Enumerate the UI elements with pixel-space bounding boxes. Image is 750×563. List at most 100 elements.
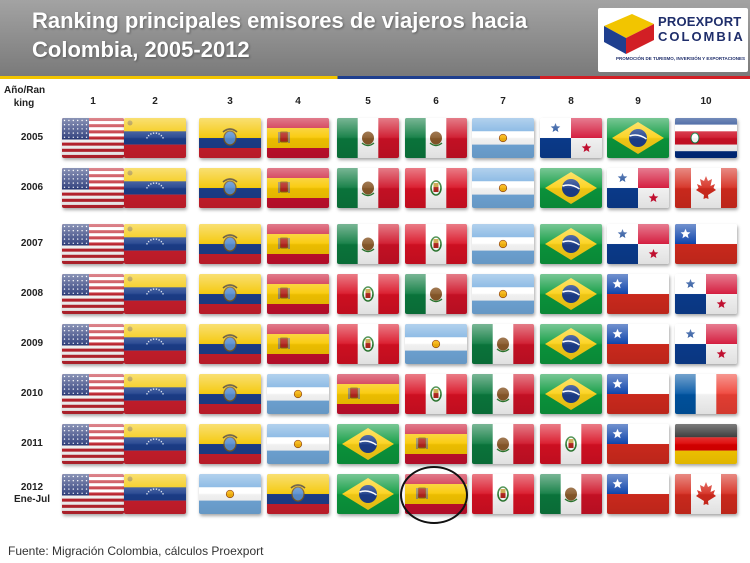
flag-argentina xyxy=(405,324,467,364)
flag-germany xyxy=(675,424,737,464)
flag-spain xyxy=(267,274,329,314)
flag-spain xyxy=(337,374,399,414)
row-label-0: 2005 xyxy=(20,132,44,143)
row-label-7: 2012 Ene-Jul xyxy=(13,482,51,505)
column-header-8: 8 xyxy=(568,96,574,107)
flag-mexico xyxy=(337,168,399,208)
flag-mexico xyxy=(405,118,467,158)
flag-peru xyxy=(337,324,399,364)
flag-brazil xyxy=(540,374,602,414)
flag-spain xyxy=(267,224,329,264)
flag-chile xyxy=(607,374,669,414)
flag-ecuador xyxy=(199,424,261,464)
flag-argentina xyxy=(199,474,261,514)
flag-usa xyxy=(62,424,124,464)
flag-panama xyxy=(540,118,602,158)
flag-venezuela xyxy=(124,374,186,414)
logo-tagline: PROMOCIÓN DE TURISMO, INVERSIÓN Y EXPORT… xyxy=(616,56,746,61)
flag-mexico xyxy=(540,474,602,514)
flag-mexico xyxy=(337,224,399,264)
flag-panama xyxy=(607,224,669,264)
flag-chile xyxy=(607,424,669,464)
row-label-4: 2009 xyxy=(20,338,44,349)
flag-ecuador xyxy=(199,224,261,264)
flag-brazil xyxy=(337,424,399,464)
row-label-1: 2006 xyxy=(20,182,44,193)
column-header-6: 6 xyxy=(433,96,439,107)
flag-brazil xyxy=(337,474,399,514)
flag-peru xyxy=(405,168,467,208)
flag-costa-rica xyxy=(675,118,737,158)
flag-ecuador xyxy=(267,474,329,514)
flag-chile xyxy=(607,324,669,364)
flag-brazil xyxy=(540,224,602,264)
corner-label: Año/Ran king xyxy=(4,85,46,109)
flag-ecuador xyxy=(199,118,261,158)
flag-chile xyxy=(607,274,669,314)
flag-panama xyxy=(607,168,669,208)
flag-ecuador xyxy=(199,274,261,314)
flag-venezuela xyxy=(124,324,186,364)
color-stripe xyxy=(0,76,750,79)
flag-mexico xyxy=(472,374,534,414)
flag-usa xyxy=(62,118,124,158)
flag-ecuador xyxy=(199,324,261,364)
flag-france xyxy=(675,374,737,414)
flag-argentina xyxy=(267,374,329,414)
column-header-4: 4 xyxy=(295,96,301,107)
flag-canada xyxy=(675,168,737,208)
flag-venezuela xyxy=(124,424,186,464)
flag-mexico xyxy=(472,324,534,364)
flag-usa xyxy=(62,224,124,264)
flag-usa xyxy=(62,274,124,314)
flag-venezuela xyxy=(124,274,186,314)
flag-venezuela xyxy=(124,474,186,514)
flag-mexico xyxy=(337,118,399,158)
flag-canada xyxy=(675,474,737,514)
flag-mexico xyxy=(472,424,534,464)
flag-peru xyxy=(540,424,602,464)
flag-argentina xyxy=(472,118,534,158)
flag-usa xyxy=(62,474,124,514)
flag-chile xyxy=(607,474,669,514)
flag-spain xyxy=(267,168,329,208)
flag-peru xyxy=(472,474,534,514)
flag-chile xyxy=(675,224,737,264)
flag-peru xyxy=(405,224,467,264)
flag-argentina xyxy=(472,224,534,264)
flag-argentina xyxy=(472,274,534,314)
highlight-circle xyxy=(400,466,468,524)
source-note: Fuente: Migración Colombia, cálculos Pro… xyxy=(8,544,264,558)
flag-venezuela xyxy=(124,118,186,158)
flag-venezuela xyxy=(124,168,186,208)
row-label-5: 2010 xyxy=(20,388,44,399)
flag-spain xyxy=(405,424,467,464)
flag-argentina xyxy=(267,424,329,464)
flag-brazil xyxy=(540,324,602,364)
flag-peru xyxy=(405,374,467,414)
flag-ecuador xyxy=(199,168,261,208)
flag-panama xyxy=(675,324,737,364)
column-header-10: 10 xyxy=(700,96,712,107)
flag-panama xyxy=(675,274,737,314)
flag-spain xyxy=(267,118,329,158)
flag-venezuela xyxy=(124,224,186,264)
column-header-7: 7 xyxy=(500,96,506,107)
page-title: Ranking principales emisores de viajeros… xyxy=(32,8,528,62)
flag-usa xyxy=(62,324,124,364)
proexport-logo-icon xyxy=(604,14,654,54)
column-header-5: 5 xyxy=(365,96,371,107)
column-header-9: 9 xyxy=(635,96,641,107)
column-header-2: 2 xyxy=(152,96,158,107)
row-label-3: 2008 xyxy=(20,288,44,299)
flag-ecuador xyxy=(199,374,261,414)
proexport-logo: PROEXPORT COLOMBIA PROMOCIÓN DE TURISMO,… xyxy=(598,8,748,72)
flag-mexico xyxy=(405,274,467,314)
row-label-2: 2007 xyxy=(20,238,44,249)
flag-usa xyxy=(62,374,124,414)
column-header-1: 1 xyxy=(90,96,96,107)
row-label-6: 2011 xyxy=(21,438,43,449)
flag-usa xyxy=(62,168,124,208)
flag-spain xyxy=(267,324,329,364)
flag-peru xyxy=(337,274,399,314)
